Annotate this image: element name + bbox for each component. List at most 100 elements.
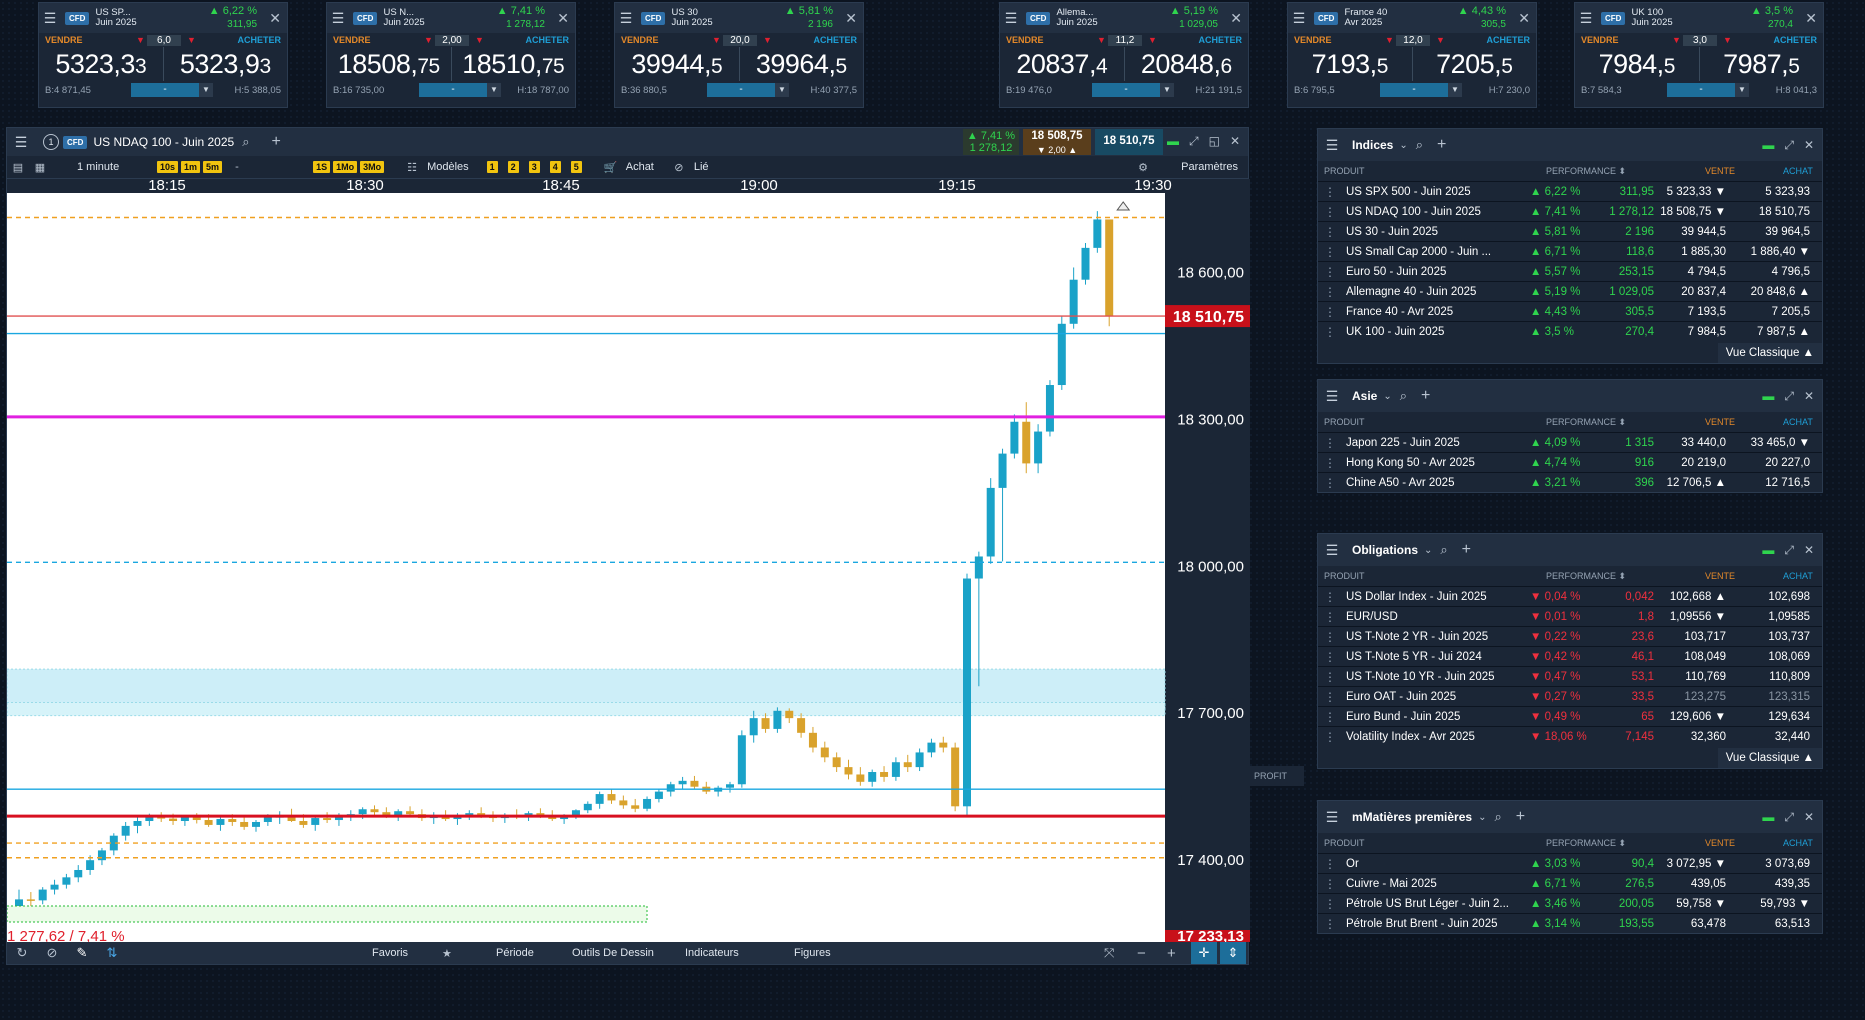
popout-icon[interactable]: ⤢: [1784, 810, 1794, 824]
tile-menu-icon[interactable]: ☰: [1004, 9, 1018, 26]
product-name[interactable]: US Dollar Index - Juin 2025: [1346, 590, 1487, 603]
quick-interval-button[interactable]: 5m: [203, 161, 223, 173]
row-drag-icon[interactable]: ⋮: [1324, 184, 1336, 199]
panel-menu-icon[interactable]: ☰: [1325, 387, 1339, 404]
row-drag-icon[interactable]: ⋮: [1324, 435, 1336, 450]
row-drag-icon[interactable]: ⋮: [1324, 324, 1336, 339]
table-row[interactable]: ⋮ France 40 - Avr 2025 ▲ 4,43 % 305,5 7 …: [1318, 301, 1822, 321]
add-chart-icon[interactable]: +: [271, 133, 281, 150]
product-name[interactable]: Pétrole Brut Brent - Juin 2025: [1346, 917, 1498, 930]
col-buy[interactable]: ACHAT: [1783, 838, 1813, 848]
row-drag-icon[interactable]: ⋮: [1324, 475, 1336, 490]
range-button[interactable]: 1S: [313, 161, 331, 173]
close-icon[interactable]: ✕: [1803, 543, 1814, 557]
quantity-input[interactable]: -: [419, 83, 487, 97]
buy-price[interactable]: 123,315: [1768, 690, 1810, 703]
window-toggle-icon[interactable]: ▬: [1762, 138, 1775, 152]
search-icon[interactable]: ⌕: [242, 134, 250, 149]
buy-price[interactable]: 4 796,5: [1771, 265, 1810, 278]
range-button[interactable]: 1Mo: [333, 161, 358, 173]
buy-price[interactable]: 12 716,5: [1765, 476, 1810, 489]
row-drag-icon[interactable]: ⋮: [1324, 609, 1336, 624]
sell-price-button[interactable]: 7193,5: [1311, 49, 1389, 79]
chart-title[interactable]: US NDAQ 100 - Juin 2025: [93, 135, 235, 149]
chevron-down-icon[interactable]: ▼: [1735, 83, 1749, 97]
chart-menu-icon[interactable]: ☰: [14, 133, 28, 150]
link-icon[interactable]: ⊘: [674, 161, 684, 174]
product-name[interactable]: France 40 - Avr 2025: [1346, 305, 1454, 318]
panel-title[interactable]: Obligations: [1352, 543, 1418, 557]
product-name[interactable]: Euro Bund - Juin 2025: [1346, 710, 1461, 723]
sell-price[interactable]: 33 440,0: [1681, 436, 1726, 449]
buy-price[interactable]: 1 886,40 ▼: [1750, 245, 1810, 258]
block-icon[interactable]: ⊘: [46, 945, 58, 960]
close-icon[interactable]: ✕: [845, 10, 857, 26]
sell-price[interactable]: 20 837,4: [1681, 285, 1726, 298]
quick-interval-button[interactable]: 1m: [181, 161, 201, 173]
close-icon[interactable]: ✕: [1805, 10, 1817, 26]
buy-price-button[interactable]: 20848,6: [1140, 49, 1232, 79]
price-chart[interactable]: 18:15 18:30 18:45 19:00 19:15 19:30 18 600,00 1…: [7, 179, 1250, 942]
settings-button[interactable]: Paramètres: [1181, 161, 1238, 173]
row-drag-icon[interactable]: ⋮: [1324, 856, 1336, 871]
popout-icon[interactable]: ⤢: [1784, 543, 1794, 557]
sell-price[interactable]: 12 706,5 ▲: [1666, 476, 1726, 489]
close-icon[interactable]: ✕: [1518, 10, 1530, 26]
close-icon[interactable]: ✕: [557, 10, 569, 26]
product-name[interactable]: Chine A50 - Avr 2025: [1346, 476, 1455, 489]
tile-menu-icon[interactable]: ☰: [1292, 9, 1306, 26]
tile-menu-icon[interactable]: ☰: [619, 9, 633, 26]
sell-price[interactable]: 1,09556 ▼: [1669, 610, 1726, 623]
table-row[interactable]: ⋮ Euro OAT - Juin 2025 ▼ 0,27 % 33,5 123…: [1318, 686, 1822, 706]
sell-price-button[interactable]: 5323,33: [55, 49, 147, 79]
buy-price[interactable]: 7 987,5 ▲: [1757, 325, 1810, 338]
buy-price[interactable]: 59,793 ▼: [1760, 897, 1810, 910]
add-icon[interactable]: +: [1437, 136, 1447, 153]
col-sell[interactable]: VENTE: [1705, 417, 1736, 427]
sell-price[interactable]: 63,478: [1690, 917, 1726, 930]
close-icon[interactable]: ✕: [1803, 389, 1814, 403]
chevron-down-icon[interactable]: ▼: [199, 83, 213, 97]
sell-price-button[interactable]: 18508,75: [337, 49, 440, 79]
table-row[interactable]: ⋮ Volatility Index - Avr 2025 ▼ 18,06 % …: [1318, 726, 1822, 746]
row-drag-icon[interactable]: ⋮: [1324, 455, 1336, 470]
templates-button[interactable]: Modèles: [427, 161, 469, 173]
position-zone[interactable]: [7, 905, 648, 923]
table-row[interactable]: ⋮ Allemagne 40 - Juin 2025 ▲ 5,19 % 1 02…: [1318, 281, 1822, 301]
sell-price[interactable]: 7 193,5: [1687, 305, 1726, 318]
layout-button[interactable]: 4: [549, 161, 561, 173]
favorites-button[interactable]: Favoris: [372, 947, 409, 959]
pencil-icon[interactable]: ✎: [76, 945, 88, 960]
product-name[interactable]: Japon 225 - Juin 2025: [1346, 436, 1460, 449]
product-name[interactable]: Pétrole US Brut Léger - Juin 2...: [1346, 897, 1509, 910]
quantity-input[interactable]: -: [131, 83, 199, 97]
table-row[interactable]: ⋮ Hong Kong 50 - Avr 2025 ▲ 4,74 % 916 2…: [1318, 452, 1822, 472]
shaded-zone[interactable]: [7, 701, 1166, 717]
close-icon[interactable]: ✕: [1803, 138, 1814, 152]
quantity-input[interactable]: -: [707, 83, 775, 97]
table-row[interactable]: ⋮ Chine A50 - Avr 2025 ▲ 3,21 % 396 12 7…: [1318, 472, 1822, 492]
cart-icon[interactable]: 🛒: [603, 161, 618, 174]
buy-price-button[interactable]: 18510,75: [462, 49, 565, 79]
sell-price[interactable]: 4 794,5: [1687, 265, 1726, 278]
sell-price[interactable]: 123,275: [1684, 690, 1726, 703]
magnet-icon[interactable]: ⇅: [106, 945, 118, 960]
list-icon[interactable]: ▤: [12, 161, 24, 174]
sell-price[interactable]: 108,049: [1684, 650, 1726, 663]
layout-button[interactable]: 3: [528, 161, 540, 173]
search-icon[interactable]: ⌕: [1399, 388, 1408, 403]
row-drag-icon[interactable]: ⋮: [1324, 589, 1336, 604]
col-performance[interactable]: PERFORMANCE ⬍: [1546, 570, 1627, 581]
table-row[interactable]: ⋮ Japon 225 - Juin 2025 ▲ 4,09 % 1 315 3…: [1318, 432, 1822, 452]
product-name[interactable]: Or: [1346, 857, 1359, 870]
buy-price[interactable]: 129,634: [1768, 710, 1810, 723]
table-row[interactable]: ⋮ US Small Cap 2000 - Juin ... ▲ 6,71 % …: [1318, 241, 1822, 261]
buy-price[interactable]: 33 465,0 ▼: [1750, 436, 1810, 449]
chevron-down-icon[interactable]: ▼: [1160, 83, 1174, 97]
table-row[interactable]: ⋮ US NDAQ 100 - Juin 2025 ▲ 7,41 % 1 278…: [1318, 201, 1822, 221]
figures-button[interactable]: Figures: [794, 947, 831, 959]
table-row[interactable]: ⋮ EUR/USD ▼ 0,01 % 1,8 1,09556 ▼ 1,09585: [1318, 606, 1822, 626]
classic-view-button[interactable]: Vue Classique ▲: [1717, 748, 1822, 768]
col-performance[interactable]: PERFORMANCE ⬍: [1546, 837, 1627, 848]
drawing-tools-button[interactable]: Outils De Dessin: [572, 947, 654, 959]
